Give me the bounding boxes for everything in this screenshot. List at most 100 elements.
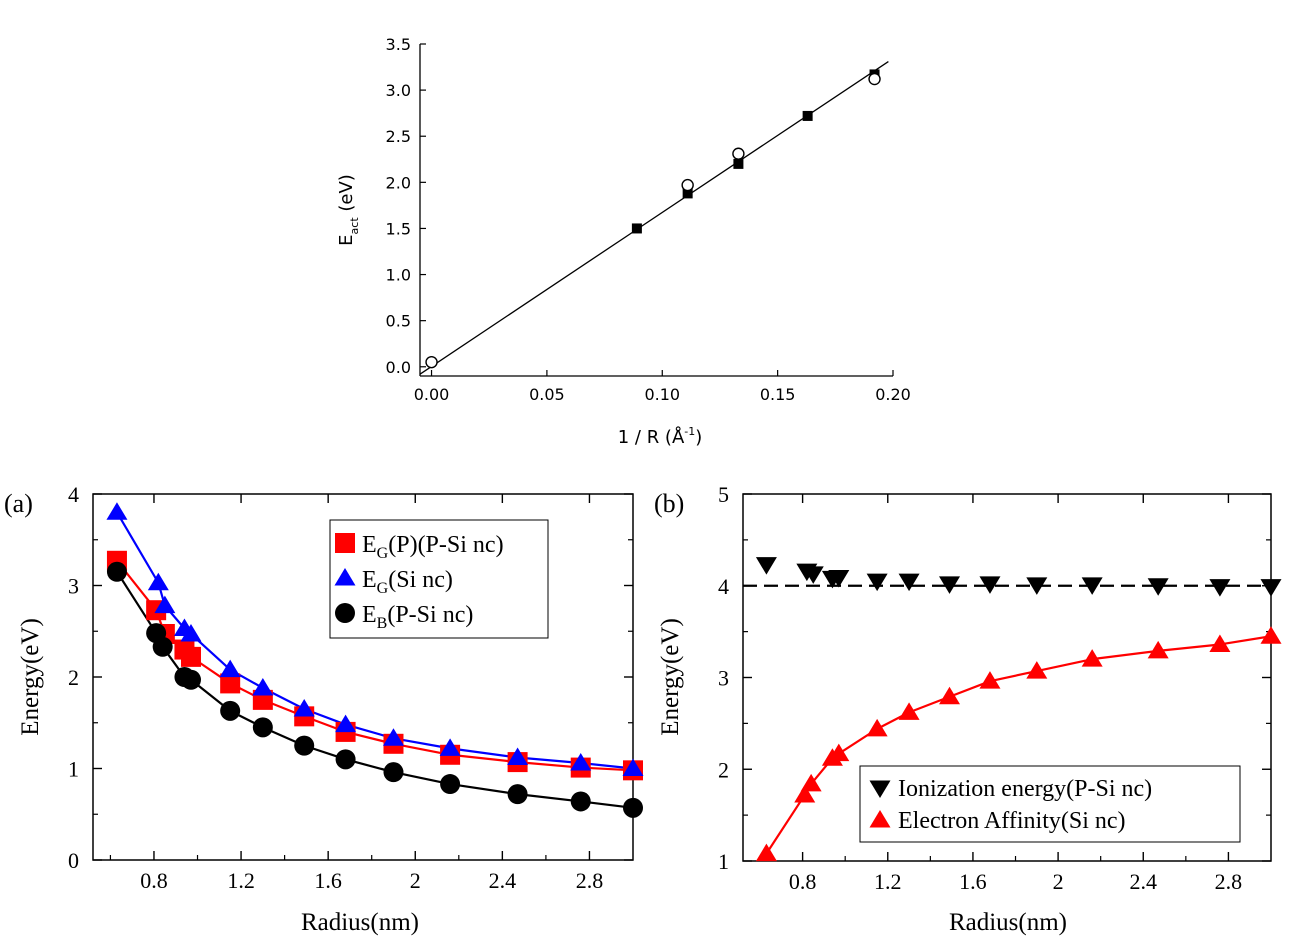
top-y-tick-label: 0.5 [386,312,411,331]
chart-a-series-2-point [220,700,241,721]
chart-b-series-1-point [866,718,888,737]
chart-b-series-1-point [1209,634,1231,652]
top-filled-square-point [682,188,693,199]
top-open-circle-point [732,147,745,160]
chart-b-legend-label-1: Electron Affinity(Si nc) [898,808,1126,834]
chart-a-series-1-point [507,747,529,766]
chart-a-series-2-point [180,669,201,690]
chart-a-series-2-point [335,749,356,770]
top-y-tick-label: 0.0 [386,358,411,377]
chart-a-series-2-point [294,735,315,756]
chart-a-series-1-point [154,595,176,614]
chart-b-x-tick-label: 0.8 [789,869,817,894]
chart-a-legend-label-0: EG(P)(P-Si nc) [362,532,504,562]
chart-b-series-1-point [828,743,850,762]
chart-a-legend-label-rest: (P-Si nc) [387,602,473,628]
chart-a-series-2-point [570,791,591,812]
top-y-axis-label: Eact (eV) [336,174,361,246]
chart-b-series-1-point [794,784,816,803]
top-open-circle-point [868,72,881,86]
chart-a-series-2-point [152,636,173,657]
chart-a-series-1-point [439,738,461,756]
chart-b-series-0-point [866,573,888,592]
top-y-tick-label: 2.0 [386,173,411,192]
top-open-circle-point [425,355,438,369]
chart-b-y-tick-label: 4 [718,574,729,599]
top-y-tick-label: 3.5 [386,35,411,54]
chart-a-y-axis-label: Energy(eV) [17,618,44,736]
top-x-tick-label: 0.10 [644,385,680,404]
top-open-circle-point [681,178,694,192]
chart-b-series-1-point [755,843,777,862]
chart-a-panel-label: (a) [4,489,33,518]
chart-a-legend-label-rest: (Si nc) [388,567,453,593]
top-x-tick-label: 0.05 [529,385,565,404]
top-fit-line [419,60,889,375]
chart-a-legend-label-1: EG(Si nc) [362,567,453,597]
chart-b-series-0-point [1147,578,1169,596]
chart-a-series-2-point [106,561,127,582]
chart-a-y-tick-label: 0 [68,848,79,873]
chart-a-y-tick-label: 4 [68,482,79,507]
top-chart: 0.00 0.05 0.10 0.15 0.20 0.0 0.5 1.0 1.5 2.0 2.5 3.… [336,35,911,448]
chart-b-series-0-point [979,576,1001,594]
chart-a-series-1-point [219,659,241,678]
chart-b-legend-label-0: Ionization energy(P-Si nc) [898,776,1152,802]
chart-b-legend-marker-0 [869,780,891,798]
chart-a-series-0-point [180,646,201,667]
chart-b-x-tick-label: 2 [1053,869,1064,894]
chart-a-legend-label-rest: (P)(P-Si nc) [388,532,503,558]
chart-b-x-tick-label: 1.2 [874,869,902,894]
chart-b-series-1-point [1260,626,1282,644]
chart-a-series-1-point [252,677,274,696]
chart-b-x-tick-label: 2.8 [1215,869,1243,894]
top-x-tick-label: 0.00 [414,385,450,404]
chart-b-y-tick-label: 1 [718,849,729,874]
chart-b: (b) 0.8 1.2 1.6 2 2.4 2.8 1 2 3 4 5 Radius(nm) Ene… [654,482,1282,936]
chart-b-x-axis-label: Radius(nm) [949,909,1067,936]
chart-a-series-2-point [507,784,528,805]
chart-a-x-tick-label: 2.4 [489,868,517,893]
chart-b-series-1-point [939,686,961,705]
chart-a: (a) 0.8 1.2 1.6 2 2.4 2.8 0 1 2 3 4 Radius(nm) Ene… [4,482,644,936]
chart-b-series-0-point [828,569,850,588]
chart-b-series-1-point [1081,649,1103,667]
chart-b-panel-label: (b) [654,489,684,518]
chart-b-series-0-point [755,557,777,575]
chart-a-legend-label-subscript: B [377,615,388,632]
chart-a-series-2-point [252,717,273,738]
chart-a-legend-marker-1 [334,568,356,586]
chart-b-series-0-point [1026,577,1048,595]
chart-a-series-1-point [570,753,592,771]
chart-a-legend-label-subscript: G [377,545,389,562]
chart-a-legend-label-base: E [362,532,377,558]
chart-a-y-tick-label: 3 [68,574,79,599]
chart-a-legend-label-base: E [362,602,377,628]
chart-b-series-1-point [1026,661,1048,679]
chart-a-x-tick-label: 1.2 [227,868,255,893]
chart-a-series-1-point [106,502,128,520]
chart-b-y-tick-label: 5 [718,482,729,507]
chart-a-legend-marker-2 [335,603,355,623]
top-y-tick-label: 3.0 [386,81,411,100]
chart-a-x-tick-label: 0.8 [140,868,168,893]
chart-a-y-tick-label: 2 [68,665,79,690]
chart-b-series-1-curve [765,635,1272,855]
chart-b-series-0-point [1209,579,1231,597]
chart-a-x-tick-label: 2 [410,868,421,893]
chart-a-x-tick-label: 1.6 [314,868,342,893]
top-filled-square-point [802,110,813,121]
top-filled-square-point [631,223,642,234]
chart-b-series-1-point [800,773,822,792]
chart-b-y-tick-label: 2 [718,757,729,782]
chart-a-series-2-point [440,774,461,795]
chart-a-x-axis-label: Radius(nm) [301,909,419,936]
chart-b-series-0-point [802,566,824,584]
chart-b-series-1-point [1147,640,1169,659]
chart-b-x-tick-label: 1.6 [959,869,987,894]
chart-b-series-0-point [898,573,920,592]
top-x-tick-label: 0.15 [760,385,796,404]
chart-a-series-1-point [180,623,202,642]
chart-b-y-axis-label: Energy(eV) [657,618,684,736]
